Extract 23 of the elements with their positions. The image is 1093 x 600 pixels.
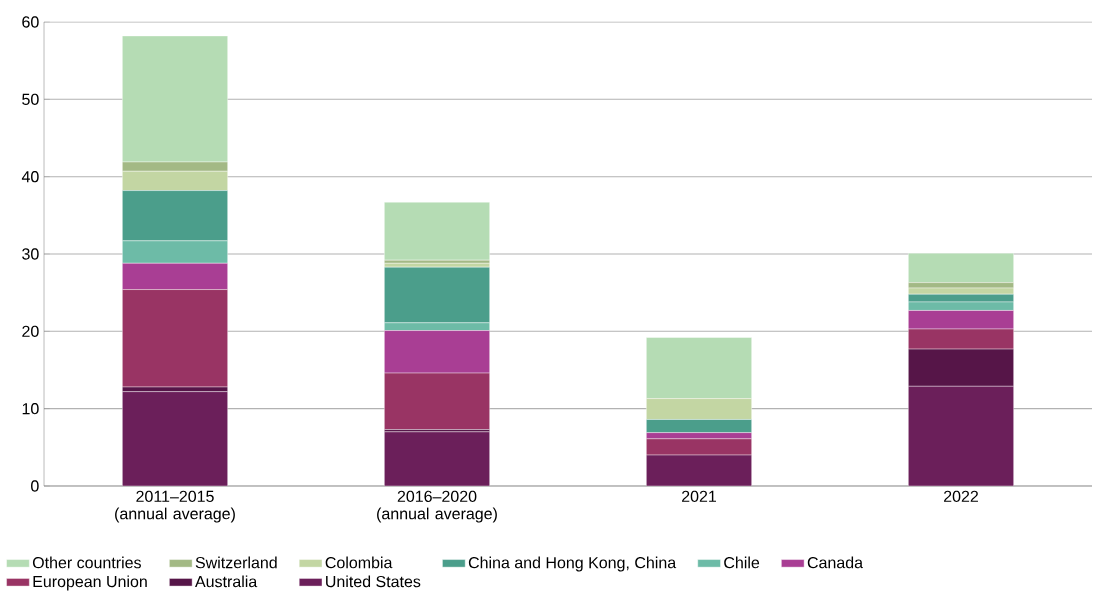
legend-label: China and Hong Kong, China [468,556,677,572]
bar [384,431,490,486]
y-tick-label: 50 [22,93,39,105]
legend-label: Chile [724,556,760,569]
y-tick-label: 10 [22,403,39,415]
legend-label: Other countries [32,556,141,569]
y-tick-label: 0 [31,480,39,492]
bar [908,253,1014,283]
bar [384,201,490,261]
legend-label: European Union [33,575,147,591]
x-tick-label: 2016–2020 (annual average) [377,490,497,523]
y-tick-label: 60 [22,16,39,28]
x-tick-label: 2022 [943,490,978,503]
legend-label: Colombia [325,556,393,569]
y-tick-label: 30 [22,248,39,260]
legend-label: Switzerland [195,556,277,569]
legend-label: United States [326,575,421,588]
legend-label: Canada [807,556,864,569]
y-tick-label: 20 [22,325,39,337]
x-tick-label: 2011–2015 (annual average) [115,490,235,523]
y-tick-label: 40 [21,171,39,183]
x-tick-label: 2021 [682,490,716,503]
legend-label: Australia [195,575,258,588]
